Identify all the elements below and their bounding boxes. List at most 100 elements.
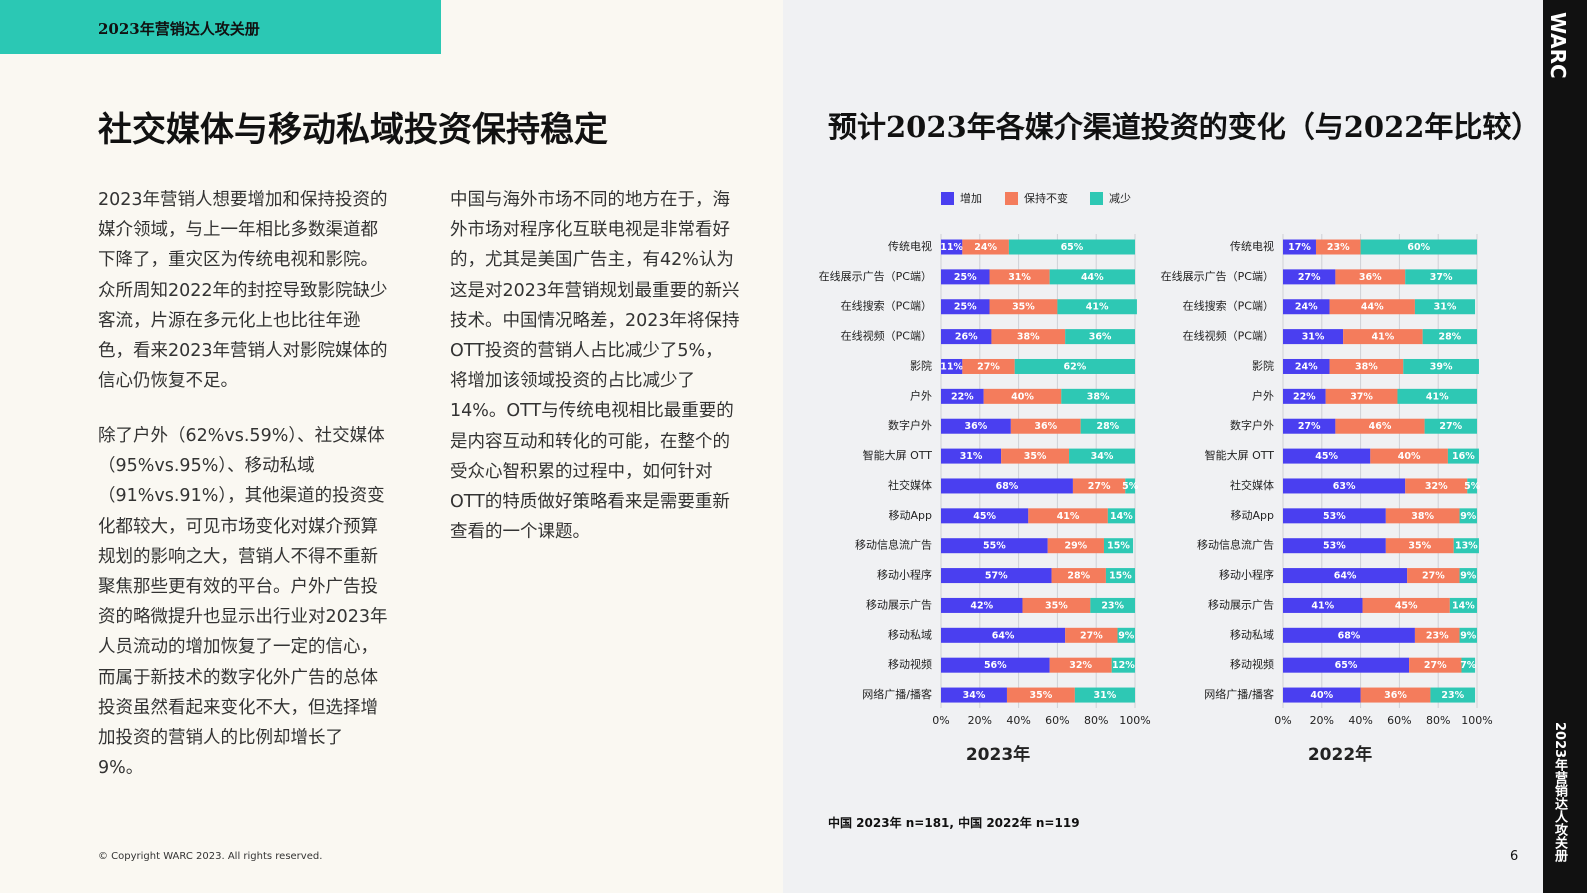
bar-label: 22% (951, 391, 974, 402)
bar-label: 40% (1310, 690, 1333, 701)
bar-segment (1283, 418, 1336, 434)
x-tick-label: 60% (1387, 714, 1411, 727)
bar-segment (1103, 538, 1134, 554)
x-tick-label: 80% (1084, 714, 1108, 727)
bar-segment (1080, 418, 1135, 434)
bar-segment (1449, 597, 1477, 613)
bar-label: 40% (1011, 391, 1034, 402)
bar-segment (983, 388, 1062, 404)
bar-segment (1315, 239, 1361, 255)
category-label: 数字户外 (1230, 418, 1274, 432)
bar-label: 15% (1109, 571, 1132, 582)
bar-segment (941, 478, 1073, 494)
bar-segment (962, 239, 1009, 255)
category-label: 在线搜索（PC端） (1183, 299, 1274, 313)
bar-segment (1051, 568, 1106, 584)
category-label: 在线视频（PC端） (1183, 329, 1274, 343)
bar-label: 40% (1398, 451, 1421, 462)
x-tick-label: 100% (1119, 714, 1150, 727)
bar-segment (1430, 687, 1476, 703)
side-brand: WARC (1546, 12, 1570, 79)
category-label: 移动视频 (1230, 657, 1274, 671)
bar-segment (1409, 657, 1462, 673)
x-tick-label: 80% (1426, 714, 1450, 727)
category-label: 传统电视 (888, 239, 932, 253)
category-label: 智能大屏 OTT (1205, 448, 1275, 462)
bar-label: 9% (1460, 630, 1477, 641)
category-label: 移动小程序 (1219, 568, 1274, 582)
category-label: 户外 (1252, 388, 1274, 402)
bar-segment (1461, 657, 1476, 673)
bar-label: 14% (1452, 600, 1475, 611)
bar-label: 44% (1081, 272, 1104, 283)
bar-label: 45% (973, 511, 996, 522)
bar-label: 23% (1441, 690, 1464, 701)
bar-label: 60% (1407, 242, 1430, 253)
bar-segment (1065, 627, 1118, 643)
bar-segment (991, 329, 1066, 345)
bar-segment (941, 508, 1029, 524)
bar-segment (1414, 299, 1476, 315)
bar-segment (1424, 418, 1477, 434)
bar-label: 38% (1017, 332, 1040, 343)
bar-segment (1283, 657, 1410, 673)
bar-segment (1006, 687, 1075, 703)
bar-segment (1283, 329, 1344, 345)
paragraph: 中国与海外市场不同的地方在于，海外市场对程序化互联电视是非常看好的，尤其是美国广… (450, 190, 740, 543)
bar-segment (1001, 448, 1070, 464)
bar-label: 46% (1369, 421, 1392, 432)
bar-label: 36% (1034, 421, 1057, 432)
bar-label: 11% (940, 361, 963, 372)
bar-segment (1283, 627, 1415, 643)
category-label: 智能大屏 OTT (863, 448, 933, 462)
category-label: 户外 (910, 388, 932, 402)
bar-label: 14% (1110, 511, 1133, 522)
bar-segment (1403, 358, 1479, 374)
bar-label: 35% (1024, 451, 1047, 462)
bar-segment (941, 448, 1002, 464)
category-label: 网络广播/播客 (862, 687, 932, 701)
category-label: 在线视频（PC端） (841, 329, 932, 343)
category-label: 在线展示广告（PC端） (1161, 269, 1274, 283)
bar-segment (1014, 358, 1135, 374)
bar-label: 24% (1295, 361, 1318, 372)
page-title: 社交媒体与移动私域投资保持稳定 (98, 110, 608, 150)
footnote: 中国 2023年 n=181, 中国 2022年 n=119 (828, 816, 1080, 830)
x-tick-label: 20% (1310, 714, 1334, 727)
bar-segment (1447, 448, 1479, 464)
bar-label: 24% (1295, 302, 1318, 313)
bar-label: 13% (1455, 541, 1478, 552)
category-label: 移动展示广告 (866, 598, 932, 611)
bar-segment (1405, 269, 1477, 285)
bar-label: 27% (1298, 272, 1321, 283)
bar-label: 12% (1112, 660, 1135, 671)
bar-label: 45% (1315, 451, 1338, 462)
bar-label: 26% (955, 332, 978, 343)
category-label: 移动App (889, 509, 933, 522)
bar-label: 35% (1045, 600, 1068, 611)
legend-label: 减少 (1109, 192, 1131, 205)
bar-label: 27% (1088, 481, 1111, 492)
bar-label: 9% (1118, 630, 1135, 641)
bar-segment (1283, 269, 1336, 285)
bar-segment (1057, 299, 1137, 315)
bar-segment (1385, 508, 1460, 524)
bar-segment (1111, 657, 1135, 673)
bar-label: 23% (1327, 242, 1350, 253)
right-panel (783, 0, 1543, 893)
bar-label: 45% (1395, 600, 1418, 611)
bar-label: 24% (974, 242, 997, 253)
x-tick-label: 0% (1274, 714, 1291, 727)
x-tick-label: 60% (1045, 714, 1069, 727)
category-label: 影院 (910, 358, 932, 372)
bar-label: 36% (1384, 690, 1407, 701)
bar-segment (1008, 239, 1135, 255)
bar-label: 27% (1424, 660, 1447, 671)
bar-label: 28% (1096, 421, 1119, 432)
bar-segment (1397, 388, 1477, 404)
bar-segment (1117, 627, 1135, 643)
bar-segment (1049, 657, 1112, 673)
bar-label: 17% (1288, 242, 1311, 253)
bar-label: 41% (1311, 600, 1334, 611)
